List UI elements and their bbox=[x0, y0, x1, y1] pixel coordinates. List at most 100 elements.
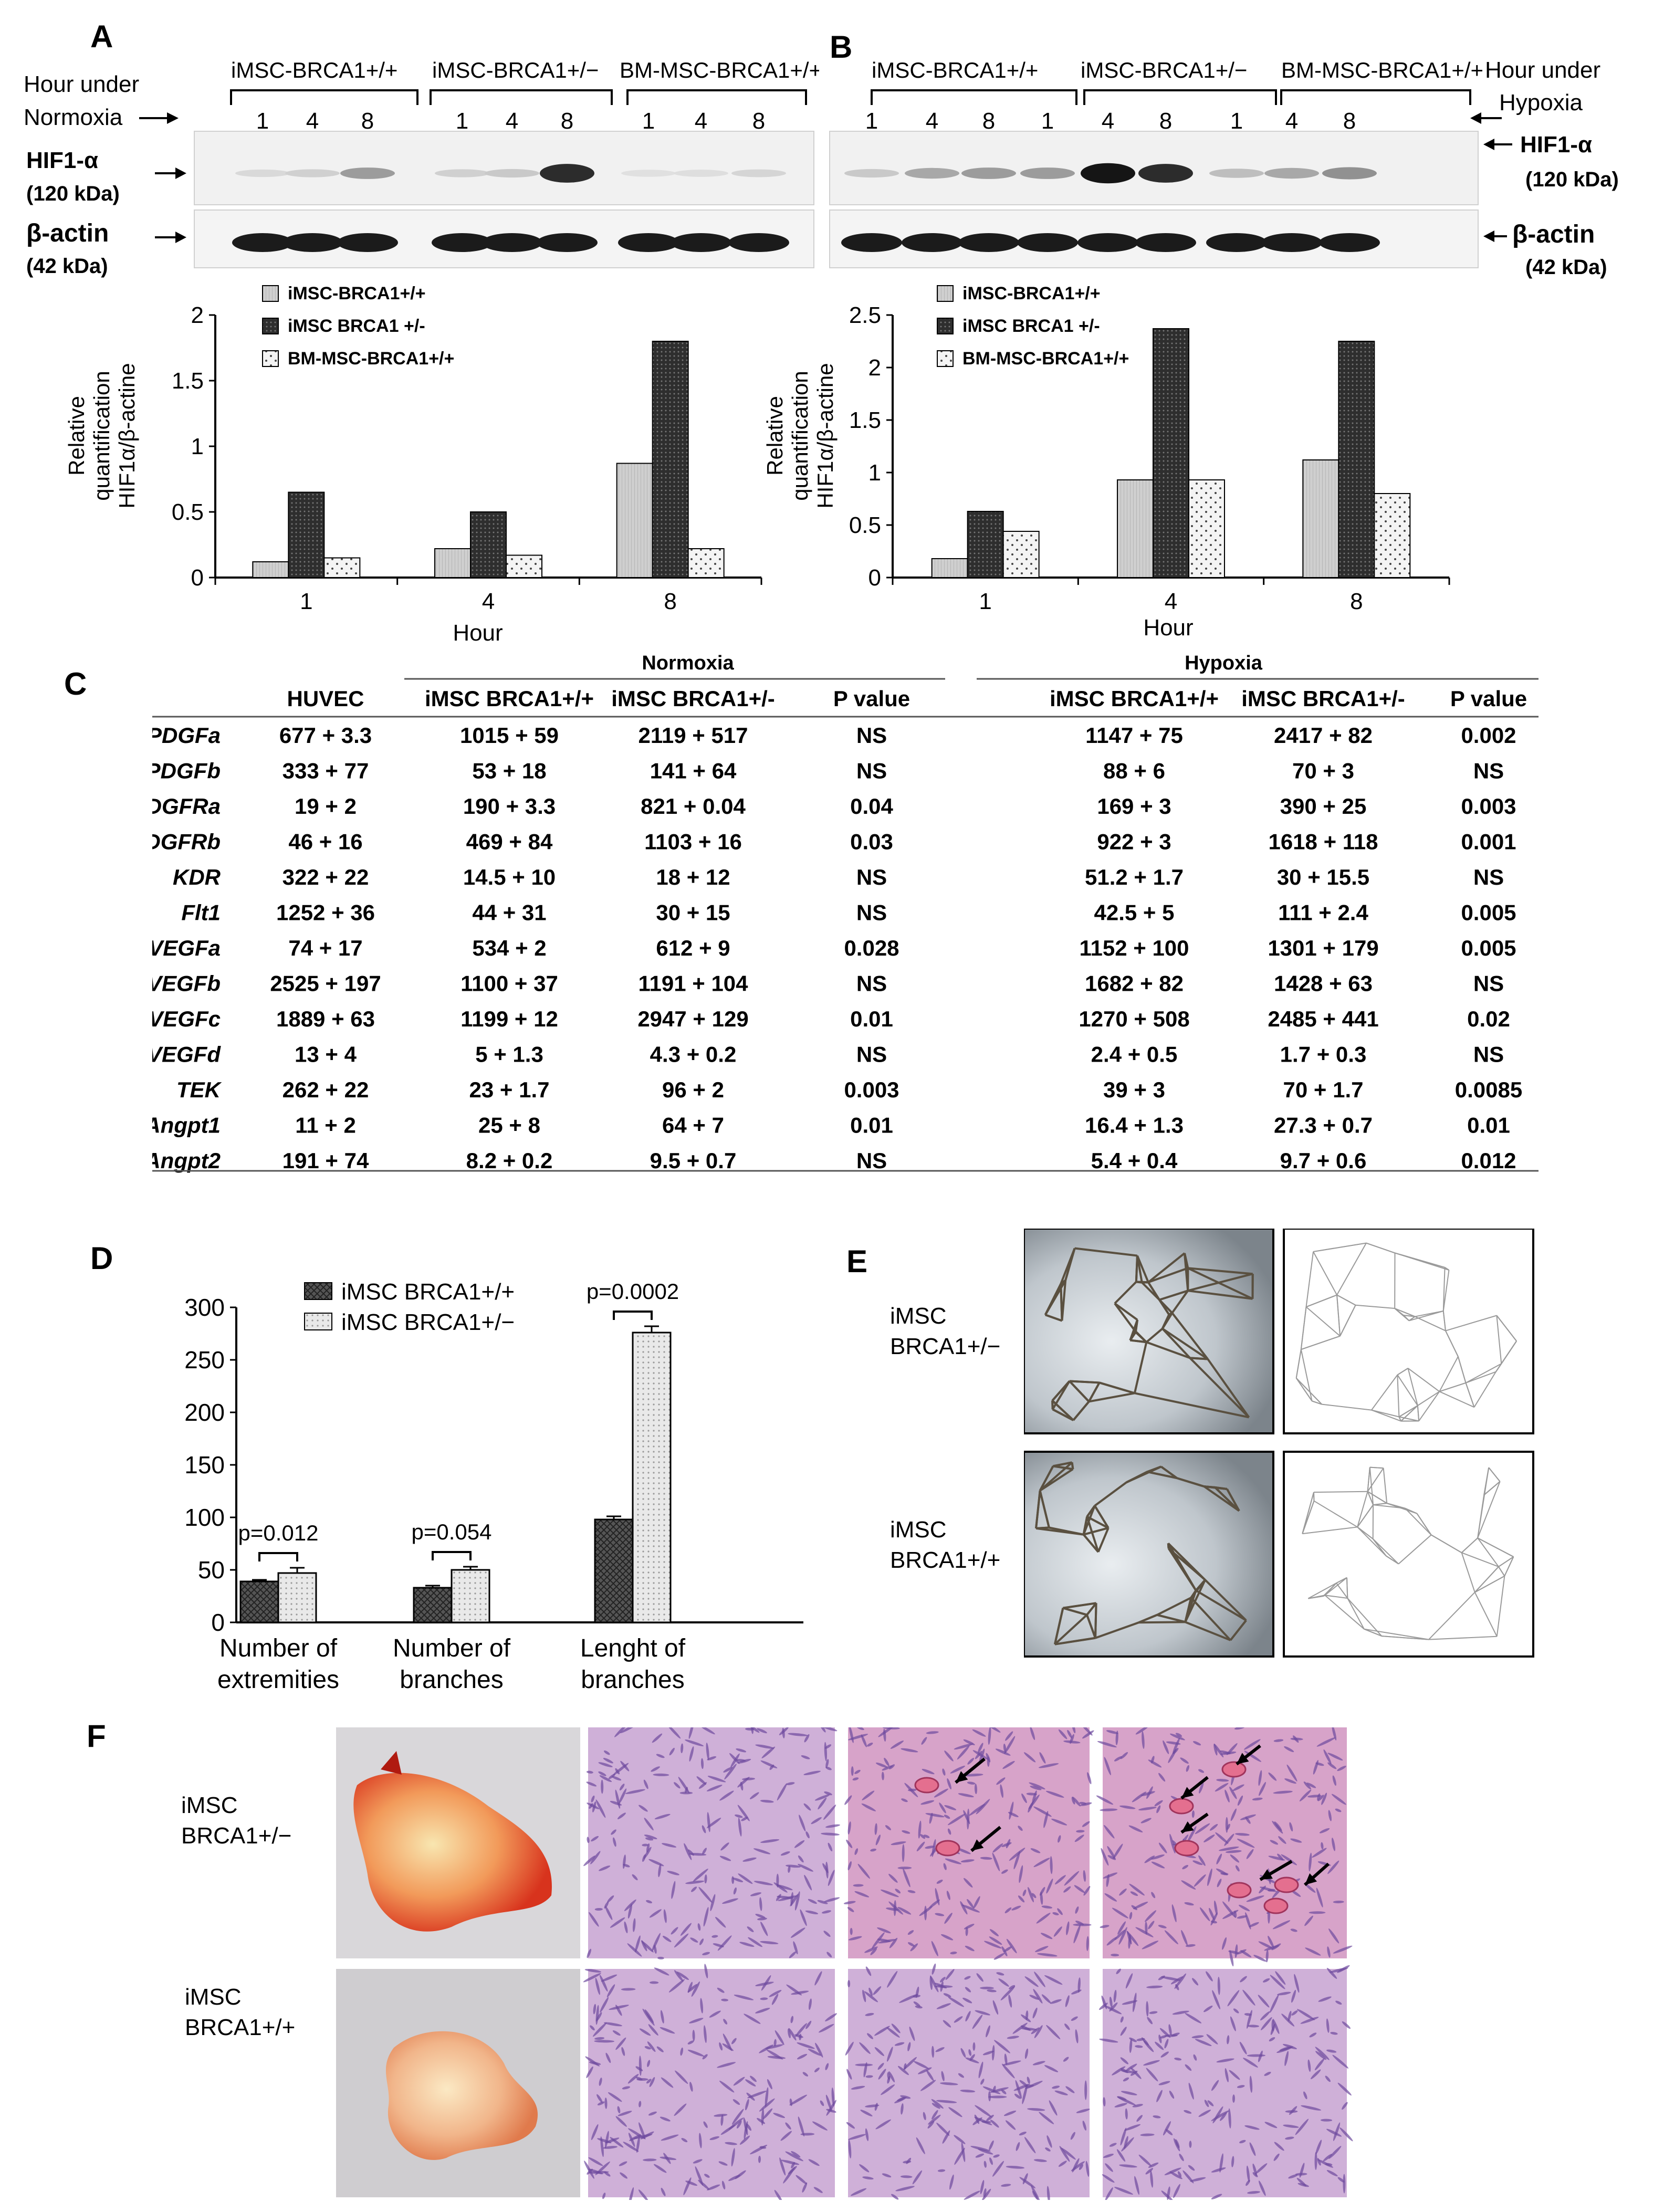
legend-label: iMSC BRCA1+/− bbox=[341, 1309, 515, 1335]
blot-b-hour-label: Hour under bbox=[1485, 57, 1600, 83]
bar bbox=[1302, 459, 1339, 578]
lane-number: 1 bbox=[1230, 108, 1243, 134]
significance-bracket bbox=[432, 1551, 472, 1560]
table-cell: 74 + 17 bbox=[288, 936, 362, 960]
actin-band bbox=[537, 233, 598, 252]
table-cell: 1100 + 37 bbox=[461, 971, 558, 996]
table-cell: 8.2 + 0.2 bbox=[466, 1148, 553, 1173]
table-cell: 11 + 2 bbox=[295, 1113, 356, 1138]
table-cell: 262 + 22 bbox=[282, 1077, 369, 1102]
blot-b-group-1: iMSC-BRCA1+/+ bbox=[872, 58, 1038, 82]
blot-a-bracket-2 bbox=[430, 89, 613, 105]
hif-band bbox=[1138, 164, 1193, 183]
bar bbox=[594, 1518, 634, 1623]
he-section bbox=[583, 1727, 841, 1959]
y-tick-label: 100 bbox=[184, 1504, 225, 1531]
table-cell: 5.4 + 0.4 bbox=[1091, 1148, 1178, 1173]
x-tick-label: branches bbox=[400, 1666, 503, 1694]
y-tick-label: 150 bbox=[184, 1451, 225, 1479]
actin-band bbox=[902, 233, 962, 252]
blot-a-hif-kda: (120 kDa) bbox=[26, 182, 120, 205]
blot-a-hif-label: HIF1-α bbox=[26, 148, 98, 173]
tube-micrograph bbox=[1024, 1451, 1274, 1658]
actin-band bbox=[1017, 233, 1078, 252]
hif-band bbox=[285, 169, 340, 177]
hif-band bbox=[844, 169, 899, 178]
x-tick-label: 8 bbox=[1350, 589, 1363, 614]
table-cell: 0.012 bbox=[1461, 1148, 1516, 1173]
blot-a-lane-arrowhead bbox=[167, 112, 179, 124]
hif-band bbox=[1264, 167, 1319, 179]
table-cell: 612 + 9 bbox=[656, 936, 730, 960]
table-cell: 19 + 2 bbox=[295, 794, 357, 819]
table-cell: 1199 + 12 bbox=[461, 1007, 558, 1031]
table-cell: 0.01 bbox=[1467, 1113, 1510, 1138]
blot-a-group-1: iMSC-BRCA1+/+ bbox=[231, 58, 397, 82]
blot-b-actin-label: β-actin bbox=[1512, 221, 1595, 248]
bar bbox=[252, 561, 289, 578]
y-axis-label: HIF1α/β-actine bbox=[813, 363, 838, 508]
gene-name: Flt1 bbox=[181, 900, 221, 925]
p-value-label: p=0.0002 bbox=[587, 1279, 679, 1304]
blot-b-hif-arrowhead bbox=[1483, 139, 1494, 150]
x-tick-label: branches bbox=[581, 1666, 684, 1694]
tube-skeleton bbox=[1283, 1451, 1534, 1658]
normoxia-header: Normoxia bbox=[642, 654, 734, 674]
table-cell: 0.005 bbox=[1461, 900, 1516, 925]
lane-number: 4 bbox=[926, 108, 938, 134]
lane-number: 4 bbox=[506, 108, 518, 134]
table-cell: 191 + 74 bbox=[282, 1148, 369, 1173]
y-tick-label: 50 bbox=[198, 1556, 225, 1584]
legend-swatch bbox=[304, 1313, 332, 1330]
bar bbox=[1117, 479, 1154, 578]
he-section bbox=[843, 1727, 1094, 1960]
blot-a-condition-label: Normoxia bbox=[24, 104, 123, 130]
table-cell: NS bbox=[1473, 1042, 1504, 1067]
legend-swatch bbox=[262, 285, 279, 302]
table-cell: 9.5 + 0.7 bbox=[650, 1148, 737, 1173]
he-section bbox=[583, 1964, 837, 2200]
table-cell: 922 + 3 bbox=[1097, 830, 1171, 854]
table-cell: 0.02 bbox=[1467, 1007, 1510, 1031]
panel-f-label-top-line1: iMSC bbox=[181, 1792, 238, 1818]
hif-band bbox=[674, 170, 728, 177]
blot-a-hour-label: Hour under bbox=[24, 71, 139, 97]
y-axis-label: quantification bbox=[788, 371, 812, 501]
y-tick-label: 300 bbox=[184, 1294, 225, 1321]
table-cell: 46 + 16 bbox=[288, 830, 362, 854]
lane-number: 4 bbox=[1285, 108, 1298, 134]
table-cell: 0.0085 bbox=[1455, 1077, 1522, 1102]
table-cell: 1301 + 179 bbox=[1268, 936, 1378, 960]
actin-band bbox=[671, 233, 731, 252]
matrigel-plug-photo bbox=[336, 1727, 580, 1958]
table-cell: 0.003 bbox=[1461, 794, 1516, 819]
table-cell: 23 + 1.7 bbox=[469, 1077, 550, 1102]
panel-label-d: D bbox=[90, 1241, 113, 1276]
table-cell: 1.7 + 0.3 bbox=[1280, 1042, 1367, 1067]
legend-label: iMSC BRCA1 +/- bbox=[962, 316, 1100, 336]
gene-name: PDGFRa bbox=[152, 794, 221, 819]
table-cell: 2.4 + 0.5 bbox=[1091, 1042, 1178, 1067]
panel-f-label-bottom: iMSC BRCA1+/+ bbox=[185, 1982, 321, 2043]
table-cell: 70 + 3 bbox=[1292, 759, 1354, 783]
blot-b-bracket-2 bbox=[1083, 89, 1277, 105]
table-cell: 322 + 22 bbox=[282, 865, 369, 889]
gene-expression-table: Normoxia Hypoxia HUVEC iMSC BRCA1+/+ iMSC BR… bbox=[152, 654, 1539, 1173]
table-cell: 390 + 25 bbox=[1280, 794, 1367, 819]
bar bbox=[1374, 493, 1411, 578]
table-cell: 5 + 1.3 bbox=[475, 1042, 543, 1067]
blot-b-hif-label: HIF1-α bbox=[1520, 132, 1592, 158]
blot-a-group-3: BM-MSC-BRCA1+/+ bbox=[620, 58, 819, 82]
lane-number: 1 bbox=[642, 108, 655, 134]
gene-name: PDGFa bbox=[152, 723, 221, 748]
table-cell: 2417 + 82 bbox=[1274, 723, 1373, 748]
table-cell: NS bbox=[1473, 971, 1504, 996]
table-cell: 1252 + 36 bbox=[276, 900, 375, 925]
table-cell: 53 + 18 bbox=[472, 759, 546, 783]
table-cell: 1103 + 16 bbox=[644, 830, 742, 854]
x-axis-label: Hour bbox=[453, 620, 503, 646]
x-tick-label: extremities bbox=[217, 1666, 339, 1694]
table-cell: 169 + 3 bbox=[1097, 794, 1171, 819]
table-cell: 0.01 bbox=[850, 1007, 893, 1031]
bar bbox=[1002, 531, 1040, 578]
